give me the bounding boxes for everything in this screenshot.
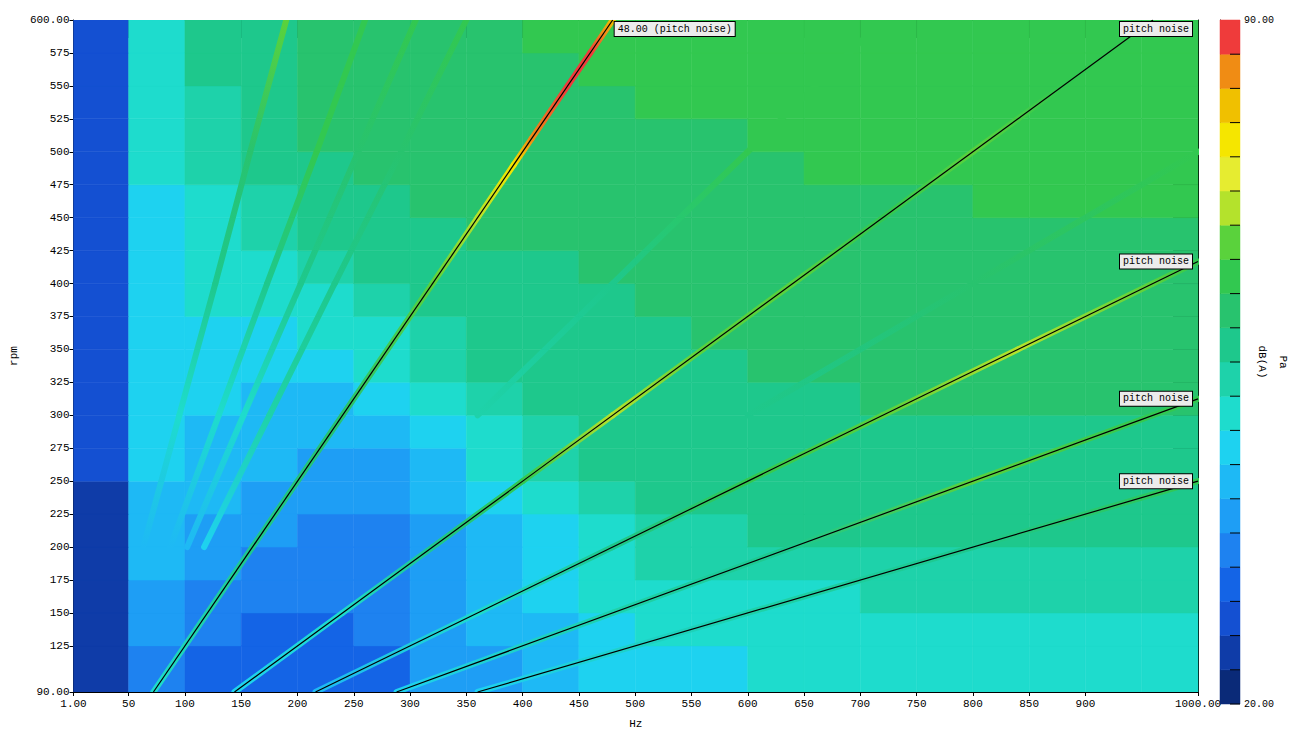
svg-text:750: 750 bbox=[907, 698, 927, 710]
svg-text:300: 300 bbox=[400, 698, 420, 710]
svg-text:325: 325 bbox=[50, 376, 70, 388]
svg-text:575: 575 bbox=[50, 47, 70, 59]
svg-text:500: 500 bbox=[50, 146, 70, 158]
svg-text:350: 350 bbox=[456, 698, 476, 710]
svg-text:850: 850 bbox=[1019, 698, 1039, 710]
svg-text:225: 225 bbox=[50, 508, 70, 520]
svg-text:400: 400 bbox=[513, 698, 533, 710]
svg-text:rpm: rpm bbox=[8, 346, 20, 366]
svg-text:600: 600 bbox=[738, 698, 758, 710]
svg-text:200: 200 bbox=[50, 541, 70, 553]
svg-text:275: 275 bbox=[50, 442, 70, 454]
svg-text:250: 250 bbox=[50, 475, 70, 487]
svg-text:350: 350 bbox=[50, 343, 70, 355]
svg-text:900: 900 bbox=[1076, 698, 1096, 710]
svg-text:48.00 (pitch noise): 48.00 (pitch noise) bbox=[618, 24, 732, 35]
svg-text:pitch noise: pitch noise bbox=[1123, 256, 1189, 267]
svg-text:Hz: Hz bbox=[629, 718, 642, 730]
svg-text:500: 500 bbox=[625, 698, 645, 710]
svg-text:dB(A): dB(A) bbox=[1256, 345, 1268, 378]
svg-text:100: 100 bbox=[175, 698, 195, 710]
svg-text:90.00: 90.00 bbox=[1244, 15, 1274, 26]
svg-text:475: 475 bbox=[50, 179, 70, 191]
svg-text:200: 200 bbox=[288, 698, 308, 710]
svg-text:800: 800 bbox=[963, 698, 983, 710]
svg-text:300: 300 bbox=[50, 409, 70, 421]
svg-text:550: 550 bbox=[50, 80, 70, 92]
svg-text:50: 50 bbox=[122, 698, 135, 710]
svg-text:1.00: 1.00 bbox=[60, 698, 86, 710]
svg-text:450: 450 bbox=[569, 698, 589, 710]
svg-text:450: 450 bbox=[50, 212, 70, 224]
svg-text:425: 425 bbox=[50, 245, 70, 257]
svg-text:700: 700 bbox=[850, 698, 870, 710]
svg-text:pitch noise: pitch noise bbox=[1123, 24, 1189, 35]
svg-text:525: 525 bbox=[50, 113, 70, 125]
svg-text:pitch noise: pitch noise bbox=[1123, 476, 1189, 487]
svg-text:150: 150 bbox=[50, 607, 70, 619]
svg-text:150: 150 bbox=[231, 698, 251, 710]
svg-text:650: 650 bbox=[794, 698, 814, 710]
svg-text:600.00: 600.00 bbox=[30, 14, 70, 26]
svg-text:375: 375 bbox=[50, 310, 70, 322]
svg-text:125: 125 bbox=[50, 640, 70, 652]
svg-text:400: 400 bbox=[50, 278, 70, 290]
svg-text:1000.00: 1000.00 bbox=[1175, 698, 1221, 710]
svg-text:Pa: Pa bbox=[1277, 355, 1289, 369]
svg-text:pitch noise: pitch noise bbox=[1123, 393, 1189, 404]
svg-text:175: 175 bbox=[50, 574, 70, 586]
svg-text:250: 250 bbox=[344, 698, 364, 710]
svg-text:90.00: 90.00 bbox=[36, 686, 69, 698]
svg-text:20.00: 20.00 bbox=[1244, 699, 1274, 710]
svg-text:550: 550 bbox=[682, 698, 702, 710]
